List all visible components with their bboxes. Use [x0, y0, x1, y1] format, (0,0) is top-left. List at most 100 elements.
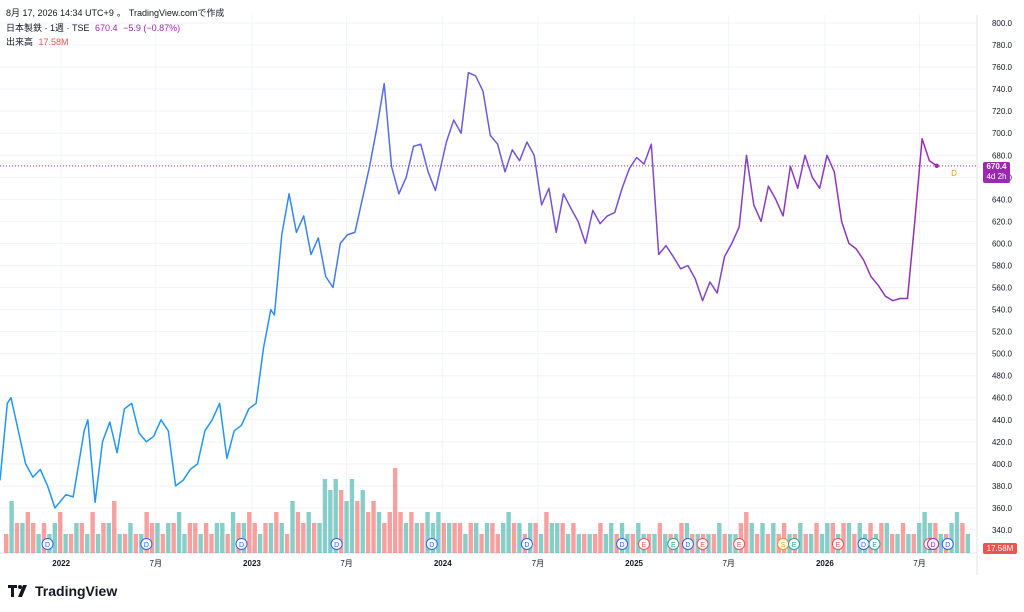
volume-bar [954, 512, 960, 553]
volume-bar [857, 523, 862, 553]
y-tick-label: 540.0 [992, 306, 1013, 315]
volume-bar [198, 534, 203, 553]
volume-bar [841, 523, 846, 553]
y-tick-label: 620.0 [992, 217, 1013, 226]
event-marker-d[interactable] [520, 538, 533, 550]
volume-bar [571, 523, 576, 553]
symbol-text[interactable]: 日本製鉄 · 1週 · TSE [6, 23, 90, 33]
volume-bar [279, 523, 284, 553]
event-marker-d[interactable] [927, 538, 940, 550]
volume-bar [468, 523, 473, 553]
event-marker-e[interactable] [696, 538, 709, 550]
tradingview-logo[interactable]: TradingView [8, 583, 117, 599]
volume-bar [727, 534, 733, 553]
event-marker-e[interactable] [638, 538, 651, 550]
event-marker-e[interactable] [868, 538, 881, 550]
volume-bar [819, 534, 825, 553]
volume-bar [781, 523, 787, 553]
event-marker-label: D [239, 542, 244, 549]
event-marker-d[interactable] [330, 538, 343, 550]
volume-bar [14, 523, 20, 553]
y-tick-label: 740.0 [992, 85, 1013, 94]
volume-bar [798, 523, 803, 553]
volume-bar [479, 534, 484, 553]
volume-bar [457, 523, 463, 553]
volume-bar [301, 523, 306, 553]
x-tick-label: 7月 [150, 559, 162, 568]
volume-bar [549, 523, 555, 553]
volume-label[interactable]: 出来高 [6, 37, 34, 47]
event-marker-e[interactable] [733, 538, 746, 550]
volume-bar [868, 523, 873, 553]
volume-bar [528, 523, 533, 553]
event-marker-d[interactable] [41, 538, 54, 550]
chart-header-timestamp: 8月 17, 2026 14:34 UTC+9。 TradingView.comで… [6, 8, 225, 18]
volume-bar [171, 523, 176, 553]
volume-bar [582, 534, 587, 553]
dividend-marker-future[interactable]: D [951, 169, 957, 178]
volume-bar [236, 523, 241, 553]
event-marker-e[interactable] [667, 538, 680, 550]
volume-bar [436, 512, 441, 553]
volume-bar [808, 534, 814, 553]
volume-bar [803, 534, 808, 553]
volume-bar [749, 523, 754, 553]
x-tick-label: 7月 [340, 559, 352, 568]
volume-bar [322, 479, 328, 553]
x-tick-label: 2023 [243, 559, 261, 568]
volume-bar [193, 523, 198, 553]
x-tick-label: 2025 [625, 559, 643, 568]
last-price-dot [934, 163, 939, 169]
x-tick-label: 7月 [722, 559, 734, 568]
y-tick-label: 800.0 [992, 19, 1013, 28]
source-text: TradingView.comで作成 [128, 8, 225, 18]
volume-bar [846, 523, 852, 553]
volume-bar [511, 523, 517, 553]
y-tick-label: 780.0 [992, 41, 1013, 50]
volume-bar [830, 523, 835, 553]
y-tick-label: 600.0 [992, 239, 1013, 248]
event-marker-d[interactable] [425, 538, 438, 550]
volume-bar [349, 479, 355, 553]
volume-bar [560, 523, 565, 553]
volume-bar [484, 523, 490, 553]
event-marker-e[interactable] [788, 538, 801, 550]
volume-bar [463, 534, 468, 553]
y-tick-label: 520.0 [992, 328, 1013, 337]
volume-bar [166, 523, 171, 553]
volume-bar [4, 534, 9, 553]
y-tick-label: 580.0 [992, 261, 1013, 270]
volume-bar [960, 523, 965, 553]
event-marker-d[interactable] [941, 538, 954, 550]
last-price: 670.4 [95, 23, 118, 33]
event-marker-d[interactable] [235, 538, 248, 550]
volume-bar [679, 523, 684, 553]
volume-bar [209, 534, 214, 553]
y-tick-label: 440.0 [992, 416, 1013, 425]
y-tick-label: 560.0 [992, 284, 1013, 293]
volume-bar [717, 523, 722, 553]
volume-bar [517, 523, 522, 553]
volume-bar [771, 523, 776, 553]
volume-bar [176, 512, 182, 553]
volume-bar [598, 523, 603, 553]
volume-bar [592, 534, 598, 553]
event-marker-d[interactable] [140, 538, 153, 550]
volume-bar [182, 534, 187, 553]
event-marker-d[interactable] [681, 538, 694, 550]
volume-bar [344, 501, 349, 553]
event-marker-d[interactable] [616, 538, 629, 550]
event-marker-label: D [685, 542, 690, 549]
event-marker-label: D [931, 542, 936, 549]
y-tick-label: 680.0 [992, 151, 1013, 160]
event-marker-e[interactable] [831, 538, 844, 550]
event-marker-label: D [945, 542, 950, 549]
volume-bar [711, 534, 717, 553]
event-marker-label: E [642, 542, 647, 549]
volume-bar [106, 523, 112, 553]
volume-bar [754, 534, 760, 553]
chart-header-volume: 出来高 17.58M [6, 35, 72, 48]
event-marker-label: E [872, 542, 877, 549]
y-tick-label: 400.0 [992, 460, 1013, 469]
